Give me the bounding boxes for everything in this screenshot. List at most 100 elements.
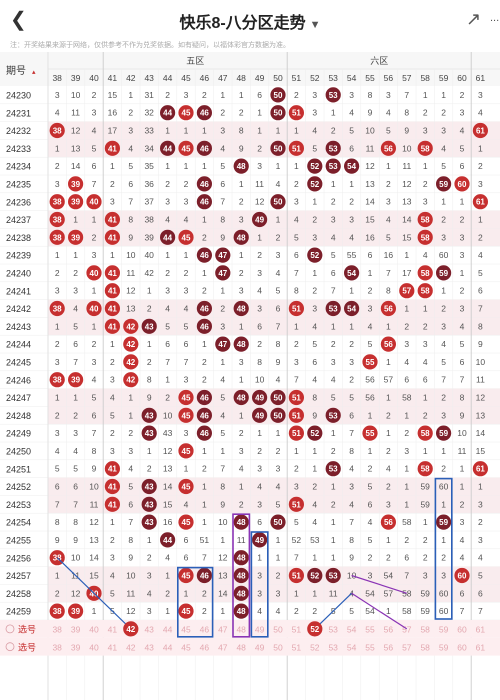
miss-count: 1 xyxy=(386,321,391,331)
miss-count: 2 xyxy=(202,464,207,474)
miss-count: 8 xyxy=(349,446,354,456)
column-header: 46 xyxy=(200,73,210,83)
back-icon[interactable]: ❮ xyxy=(10,9,27,31)
miss-count: 6 xyxy=(220,179,225,189)
miss-count: 2 xyxy=(165,179,170,189)
miss-count: 6 xyxy=(460,161,465,171)
miss-count: 10 xyxy=(457,428,467,438)
miss-count: 3 xyxy=(110,375,115,385)
miss-count: 1 xyxy=(92,321,97,331)
hit-number: 53 xyxy=(329,144,338,153)
miss-count: 3 xyxy=(110,197,115,207)
miss-count: 2 xyxy=(423,108,428,118)
miss-count: 3 xyxy=(128,126,133,136)
miss-count: 2 xyxy=(165,268,170,278)
miss-count: 4 xyxy=(386,108,391,118)
miss-count: 13 xyxy=(365,179,375,189)
hit-ball xyxy=(104,496,120,512)
miss-count: 10 xyxy=(218,517,228,527)
hit-number: 40 xyxy=(90,305,99,314)
miss-count: 3 xyxy=(184,428,189,438)
miss-count: 7 xyxy=(92,179,97,189)
hit-ball xyxy=(472,461,488,477)
miss-count: 2 xyxy=(460,90,465,100)
hit-number: 38 xyxy=(53,198,62,207)
miss-count: 12 xyxy=(71,126,81,136)
share-icon[interactable]: ↗ xyxy=(466,9,482,29)
miss-count: 5 xyxy=(110,588,115,598)
pick-number: 59 xyxy=(439,625,449,635)
more-icon[interactable]: ... xyxy=(490,12,500,24)
miss-count: 4 xyxy=(478,553,483,563)
hit-ball xyxy=(141,514,157,530)
miss-count: 6 xyxy=(478,588,483,598)
miss-count: 12 xyxy=(126,286,136,296)
hit-ball xyxy=(196,194,212,210)
miss-count: 6 xyxy=(55,482,60,492)
miss-count: 3 xyxy=(220,321,225,331)
page-title[interactable]: 快乐8-八分区走势 ▼ xyxy=(179,15,321,32)
hit-number: 58 xyxy=(421,233,430,242)
miss-count: 6 xyxy=(276,304,281,314)
miss-count: 1 xyxy=(386,428,391,438)
miss-count: 57 xyxy=(384,588,394,598)
hit-ball xyxy=(160,229,176,245)
miss-count: 8 xyxy=(128,215,133,225)
hit-ball xyxy=(141,478,157,495)
hit-ball xyxy=(325,300,341,317)
hit-number: 50 xyxy=(274,144,283,153)
zone-header: 六区 xyxy=(370,55,388,66)
hit-ball xyxy=(436,425,452,441)
hit-number: 48 xyxy=(237,394,246,403)
hit-ball xyxy=(196,176,212,192)
column-header: 60 xyxy=(457,73,467,83)
miss-count: 6 xyxy=(331,268,336,278)
miss-count: 6 xyxy=(184,553,189,563)
miss-count: 31 xyxy=(144,90,154,100)
hit-number: 45 xyxy=(182,109,191,118)
miss-count: 3 xyxy=(460,250,465,260)
miss-count: 4 xyxy=(460,535,465,545)
miss-count: 6 xyxy=(460,357,465,367)
period-label: 24258 xyxy=(6,589,31,599)
miss-count: 16 xyxy=(163,517,173,527)
miss-count: 1 xyxy=(202,215,207,225)
miss-count: 1 xyxy=(423,517,428,527)
miss-count: 3 xyxy=(55,286,60,296)
miss-count: 3 xyxy=(110,553,115,563)
miss-count: 2 xyxy=(239,197,244,207)
period-label: 24232 xyxy=(6,126,31,136)
hit-ball xyxy=(141,425,157,441)
miss-count: 59 xyxy=(420,482,430,492)
miss-count: 2 xyxy=(202,375,207,385)
miss-count: 3 xyxy=(423,339,428,349)
miss-count: 2 xyxy=(202,606,207,616)
miss-count: 11 xyxy=(255,179,264,189)
hit-number: 43 xyxy=(145,500,154,509)
hit-ball xyxy=(178,105,194,121)
hit-number: 42 xyxy=(126,358,135,367)
miss-count: 2 xyxy=(276,232,281,242)
hit-number: 48 xyxy=(237,162,246,171)
miss-count: 2 xyxy=(460,499,465,509)
hit-number: 45 xyxy=(182,394,191,403)
hit-ball xyxy=(141,496,157,512)
period-label: 24244 xyxy=(6,340,31,350)
miss-count: 5 xyxy=(460,339,465,349)
miss-count: 4 xyxy=(184,215,189,225)
miss-count: 7 xyxy=(404,571,409,581)
miss-count: 4 xyxy=(312,375,317,385)
hit-ball xyxy=(417,283,433,299)
miss-count: 1 xyxy=(404,482,409,492)
hit-number: 41 xyxy=(108,269,117,278)
miss-count: 1 xyxy=(460,482,465,492)
miss-count: 1 xyxy=(202,446,207,456)
miss-count: 14 xyxy=(71,161,81,171)
period-label: 24249 xyxy=(6,429,31,439)
miss-count: 3 xyxy=(441,321,446,331)
miss-count: 7 xyxy=(460,606,465,616)
miss-count: 3 xyxy=(478,499,483,509)
miss-count: 9 xyxy=(276,357,281,367)
hit-number: 38 xyxy=(53,376,62,385)
miss-count: 42 xyxy=(144,268,154,278)
